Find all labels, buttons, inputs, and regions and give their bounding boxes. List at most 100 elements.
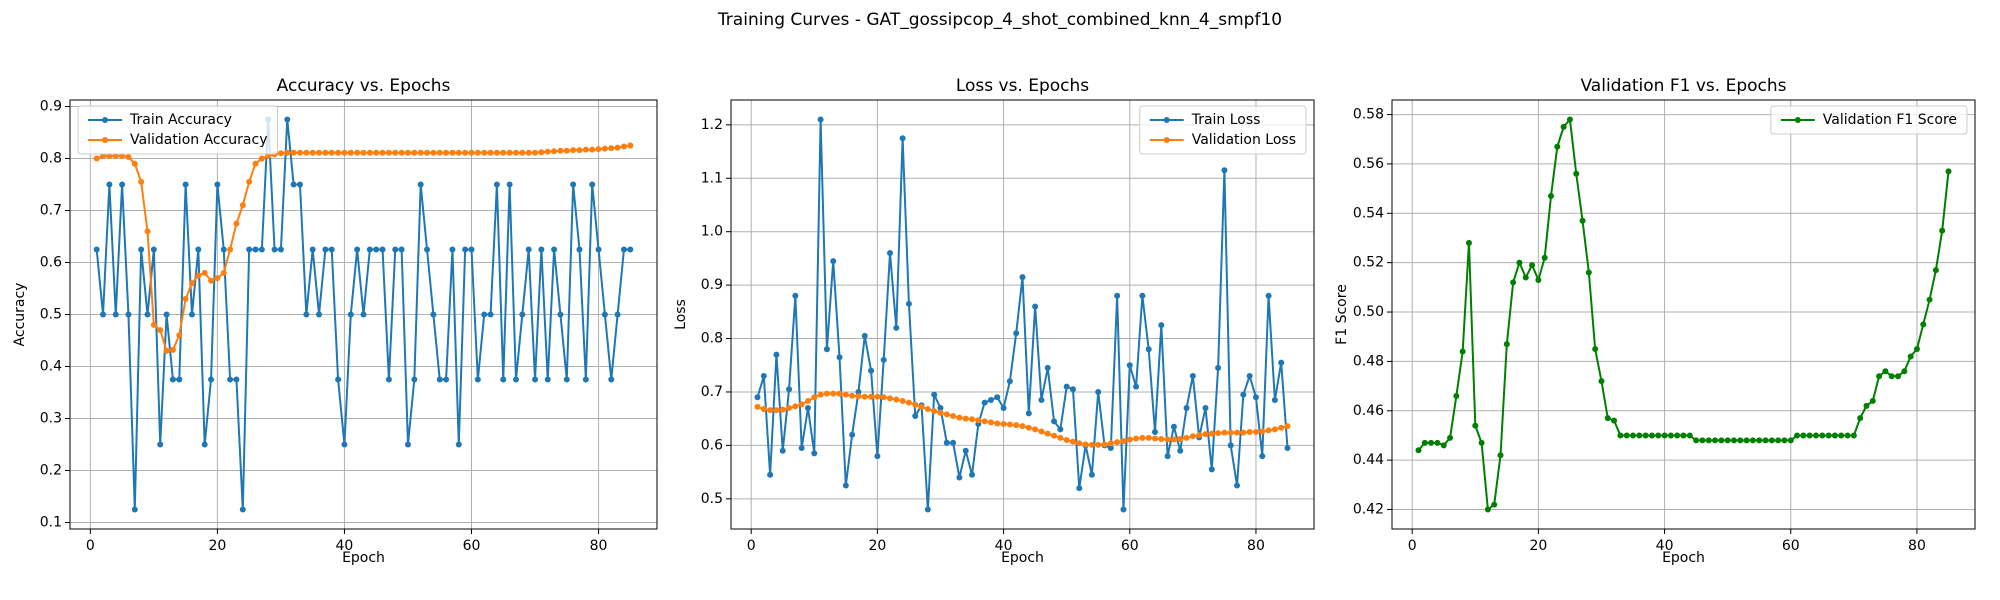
y-tick-label: 0.3 xyxy=(40,411,62,427)
data-point xyxy=(1019,423,1026,430)
data-point xyxy=(1114,292,1121,299)
data-point xyxy=(188,311,195,318)
data-point xyxy=(1756,437,1763,444)
data-point xyxy=(551,246,558,253)
data-point xyxy=(506,149,513,156)
data-point xyxy=(544,376,551,383)
data-point xyxy=(811,394,818,401)
data-point xyxy=(950,413,957,420)
data-point xyxy=(1573,170,1580,177)
data-point xyxy=(620,246,627,253)
data-point xyxy=(798,445,805,452)
data-point xyxy=(987,396,994,403)
data-point xyxy=(506,181,513,188)
data-point xyxy=(798,401,805,408)
data-point xyxy=(417,181,424,188)
data-point xyxy=(1415,447,1422,454)
data-point xyxy=(316,311,323,318)
data-point xyxy=(1265,292,1272,299)
x-axis-label: Epoch xyxy=(1662,550,1705,566)
data-point xyxy=(252,246,259,253)
y-tick-label: 0.7 xyxy=(701,384,723,400)
data-point xyxy=(1000,404,1007,411)
data-point xyxy=(570,147,577,154)
data-point xyxy=(1063,437,1070,444)
data-point xyxy=(1152,429,1158,436)
data-point xyxy=(532,149,539,156)
data-point xyxy=(975,417,982,424)
data-point xyxy=(443,149,450,156)
data-point xyxy=(943,411,950,418)
data-point xyxy=(1101,441,1108,448)
y-tick-label: 0.2 xyxy=(40,463,62,479)
x-tick-label: 40 xyxy=(336,538,354,554)
data-point xyxy=(1202,431,1209,438)
data-point xyxy=(519,311,526,318)
data-point xyxy=(214,275,221,282)
data-point xyxy=(855,393,862,400)
data-point xyxy=(125,153,132,160)
data-point xyxy=(804,398,811,405)
data-point xyxy=(335,149,342,156)
data-point xyxy=(905,300,912,307)
data-point xyxy=(1221,167,1228,174)
data-point xyxy=(1057,434,1064,441)
data-point xyxy=(1554,143,1561,150)
data-point xyxy=(557,147,564,154)
data-point xyxy=(773,351,780,358)
data-point xyxy=(1215,364,1222,371)
data-point xyxy=(1202,404,1209,411)
data-point xyxy=(595,246,602,253)
y-tick-label: 0.5 xyxy=(701,491,723,507)
data-point xyxy=(1152,435,1158,442)
data-point xyxy=(1063,383,1070,390)
data-point xyxy=(969,471,976,478)
legend: Train Loss Validation Loss xyxy=(1139,105,1307,155)
data-point xyxy=(842,482,849,489)
data-point xyxy=(144,228,151,235)
data-point xyxy=(912,401,919,408)
data-point xyxy=(1038,396,1045,403)
data-point xyxy=(1057,426,1064,433)
data-point xyxy=(404,149,411,156)
data-point xyxy=(1876,373,1883,380)
data-point xyxy=(1271,426,1278,433)
data-point xyxy=(500,376,507,383)
data-point xyxy=(398,149,405,156)
data-point xyxy=(246,178,253,185)
data-point xyxy=(874,393,881,400)
data-point xyxy=(227,376,234,383)
data-point xyxy=(924,506,931,513)
data-point xyxy=(1813,432,1819,439)
data-point xyxy=(1164,453,1171,460)
data-point xyxy=(284,116,291,123)
data-point xyxy=(830,390,837,397)
data-point xyxy=(823,390,830,397)
data-point xyxy=(924,406,931,413)
data-point xyxy=(1158,435,1165,442)
data-point xyxy=(277,150,284,157)
legend-box xyxy=(77,105,278,155)
axes-title: Validation F1 vs. Epochs xyxy=(1581,76,1787,96)
data-point xyxy=(169,346,176,353)
data-point xyxy=(1234,429,1241,436)
data-point xyxy=(836,354,843,361)
data-point xyxy=(1139,434,1146,441)
data-point xyxy=(328,149,335,156)
data-point xyxy=(1630,432,1637,439)
data-point xyxy=(893,396,900,403)
data-point xyxy=(1775,437,1782,444)
data-point xyxy=(284,149,291,156)
data-point xyxy=(1215,430,1222,437)
data-point xyxy=(1560,123,1567,130)
data-point xyxy=(943,439,950,446)
x-axis-label: Epoch xyxy=(342,550,385,566)
data-point xyxy=(347,311,354,318)
data-point xyxy=(1271,396,1278,403)
data-point xyxy=(443,376,450,383)
data-point xyxy=(1838,432,1845,439)
data-point xyxy=(1636,432,1643,439)
data-point xyxy=(1025,424,1032,431)
data-point xyxy=(309,246,316,253)
data-point xyxy=(328,246,335,253)
